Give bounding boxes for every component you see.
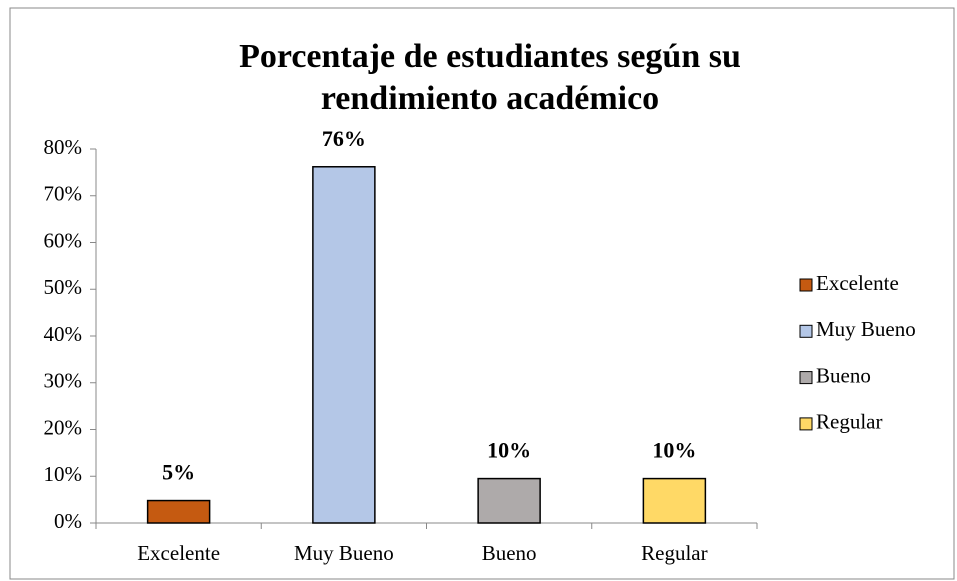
legend-label: Regular — [816, 410, 882, 434]
value-label: 76% — [322, 126, 366, 151]
y-tick-label: 30% — [44, 369, 83, 393]
chart-title: Porcentaje de estudiantes según su — [239, 38, 741, 75]
x-tick-label: Muy Bueno — [294, 541, 394, 565]
bar — [146, 499, 211, 524]
legend-label: Bueno — [816, 363, 871, 387]
x-tick-label: Excelente — [137, 541, 220, 565]
legend-swatch — [799, 417, 813, 431]
bar — [477, 477, 541, 524]
y-tick-label: 70% — [44, 182, 83, 206]
y-tick-label: 20% — [44, 415, 83, 439]
y-tick-label: 40% — [44, 322, 83, 346]
legend-swatch — [799, 278, 813, 292]
legend-swatch — [799, 371, 813, 385]
x-tick-label: Regular — [641, 541, 707, 565]
y-tick-label: 0% — [54, 509, 82, 533]
y-tick-label: 10% — [44, 462, 83, 486]
value-label: 10% — [487, 438, 531, 463]
bar — [642, 477, 707, 524]
legend-label: Muy Bueno — [816, 317, 916, 341]
y-tick-label: 50% — [44, 275, 83, 299]
legend-label: Excelente — [816, 271, 899, 295]
y-tick-label: 60% — [44, 228, 83, 252]
value-label: 5% — [162, 460, 195, 485]
legend-swatch — [799, 324, 813, 338]
value-label: 10% — [652, 438, 696, 463]
bar — [312, 166, 376, 524]
x-tick-label: Bueno — [482, 541, 537, 565]
y-tick-label: 80% — [44, 135, 83, 159]
chart-title: rendimiento académico — [321, 80, 659, 117]
